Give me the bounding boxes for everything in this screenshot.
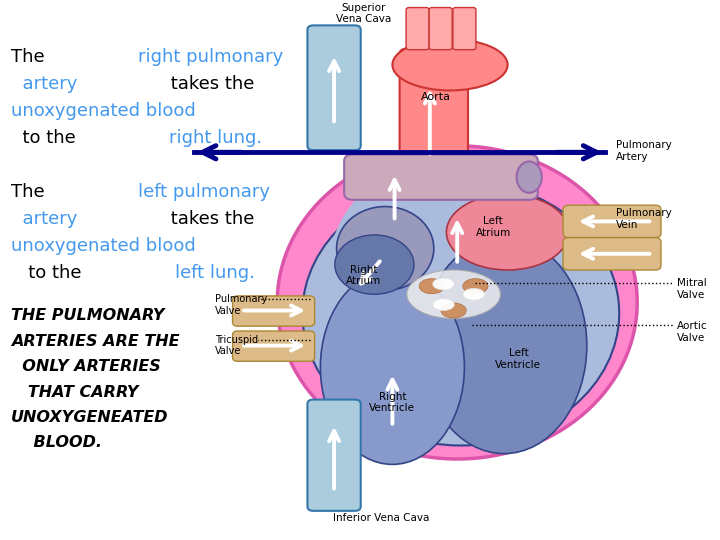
- Text: Pulmonary
Artery: Pulmonary Artery: [616, 140, 671, 162]
- FancyBboxPatch shape: [406, 8, 429, 50]
- FancyBboxPatch shape: [233, 296, 315, 326]
- Text: THE PULMONARY: THE PULMONARY: [11, 308, 164, 323]
- Text: left pulmonary: left pulmonary: [138, 183, 270, 201]
- Text: right pulmonary: right pulmonary: [138, 48, 283, 66]
- Text: Pulmonary
Valve: Pulmonary Valve: [215, 294, 267, 316]
- Text: right lung.: right lung.: [169, 129, 262, 147]
- Text: Right
Atrium: Right Atrium: [346, 265, 381, 286]
- FancyBboxPatch shape: [400, 49, 468, 178]
- Text: Left
Ventricle: Left Ventricle: [495, 348, 541, 370]
- Text: unoxygenated blood: unoxygenated blood: [11, 237, 196, 255]
- Text: Aorta: Aorta: [420, 92, 451, 102]
- Text: The: The: [11, 48, 50, 66]
- FancyBboxPatch shape: [563, 238, 661, 270]
- Text: takes the: takes the: [165, 210, 254, 228]
- Text: Inferior Vena Cava: Inferior Vena Cava: [333, 514, 430, 523]
- Ellipse shape: [463, 288, 485, 300]
- Text: The: The: [11, 183, 50, 201]
- Text: Left
Atrium: Left Atrium: [476, 216, 510, 238]
- Text: BLOOD.: BLOOD.: [11, 435, 102, 450]
- FancyBboxPatch shape: [307, 400, 361, 511]
- Text: artery: artery: [11, 210, 77, 228]
- Text: Right
Ventricle: Right Ventricle: [369, 392, 415, 413]
- Text: ARTERIES ARE THE: ARTERIES ARE THE: [11, 334, 179, 349]
- Text: to the: to the: [11, 129, 81, 147]
- Ellipse shape: [337, 206, 434, 291]
- Ellipse shape: [433, 299, 454, 310]
- Ellipse shape: [277, 146, 637, 459]
- FancyBboxPatch shape: [344, 154, 538, 200]
- Ellipse shape: [324, 178, 475, 410]
- Ellipse shape: [463, 279, 488, 294]
- Ellipse shape: [517, 161, 542, 193]
- Text: UNOXYGENEATED: UNOXYGENEATED: [11, 410, 168, 425]
- Text: ONLY ARTERIES: ONLY ARTERIES: [11, 359, 161, 374]
- Circle shape: [335, 235, 414, 294]
- Text: to the: to the: [11, 264, 87, 282]
- Ellipse shape: [421, 238, 587, 454]
- Ellipse shape: [433, 278, 454, 290]
- Text: artery: artery: [11, 75, 77, 93]
- FancyBboxPatch shape: [429, 8, 452, 50]
- Text: Mitral
Valve: Mitral Valve: [677, 278, 706, 300]
- Ellipse shape: [407, 270, 500, 319]
- FancyBboxPatch shape: [307, 25, 361, 150]
- Text: Tricuspid
Valve: Tricuspid Valve: [215, 335, 258, 356]
- Text: left lung.: left lung.: [175, 264, 254, 282]
- FancyBboxPatch shape: [453, 8, 476, 50]
- Ellipse shape: [302, 181, 619, 446]
- Text: THAT CARRY: THAT CARRY: [11, 384, 138, 400]
- Text: Pulmonary
Vein: Pulmonary Vein: [616, 208, 671, 230]
- FancyBboxPatch shape: [563, 205, 661, 238]
- Ellipse shape: [419, 279, 444, 294]
- Text: unoxygenated blood: unoxygenated blood: [11, 102, 196, 120]
- Ellipse shape: [392, 39, 508, 91]
- Ellipse shape: [441, 303, 467, 318]
- Ellipse shape: [446, 194, 569, 270]
- Text: takes the: takes the: [165, 75, 254, 93]
- Text: Aortic
Valve: Aortic Valve: [677, 321, 708, 343]
- Text: Superior
Vena Cava: Superior Vena Cava: [336, 3, 391, 24]
- FancyBboxPatch shape: [233, 331, 315, 361]
- Ellipse shape: [320, 270, 464, 464]
